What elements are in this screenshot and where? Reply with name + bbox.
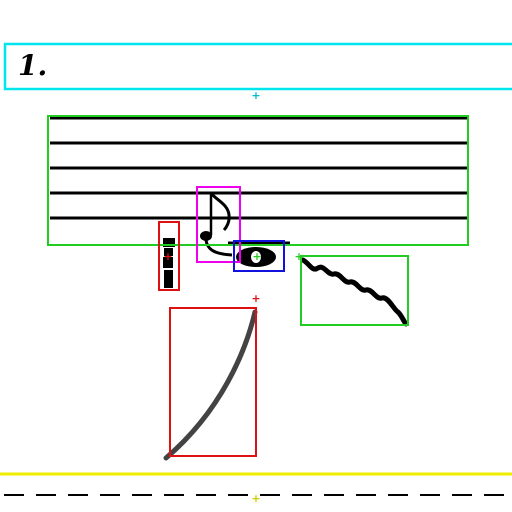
staff (50, 118, 468, 218)
staff-box (48, 116, 468, 245)
title-box (5, 44, 512, 89)
trill-marker: + (294, 250, 303, 263)
slur-icon (166, 312, 255, 458)
slur-box (170, 308, 256, 456)
title-marker: + (251, 89, 260, 102)
trill-icon (303, 260, 406, 324)
bottom-marker: + (251, 492, 260, 505)
notehead-marker: + (252, 250, 261, 263)
rest-marker: + (163, 250, 172, 263)
slur-marker: + (251, 292, 260, 305)
